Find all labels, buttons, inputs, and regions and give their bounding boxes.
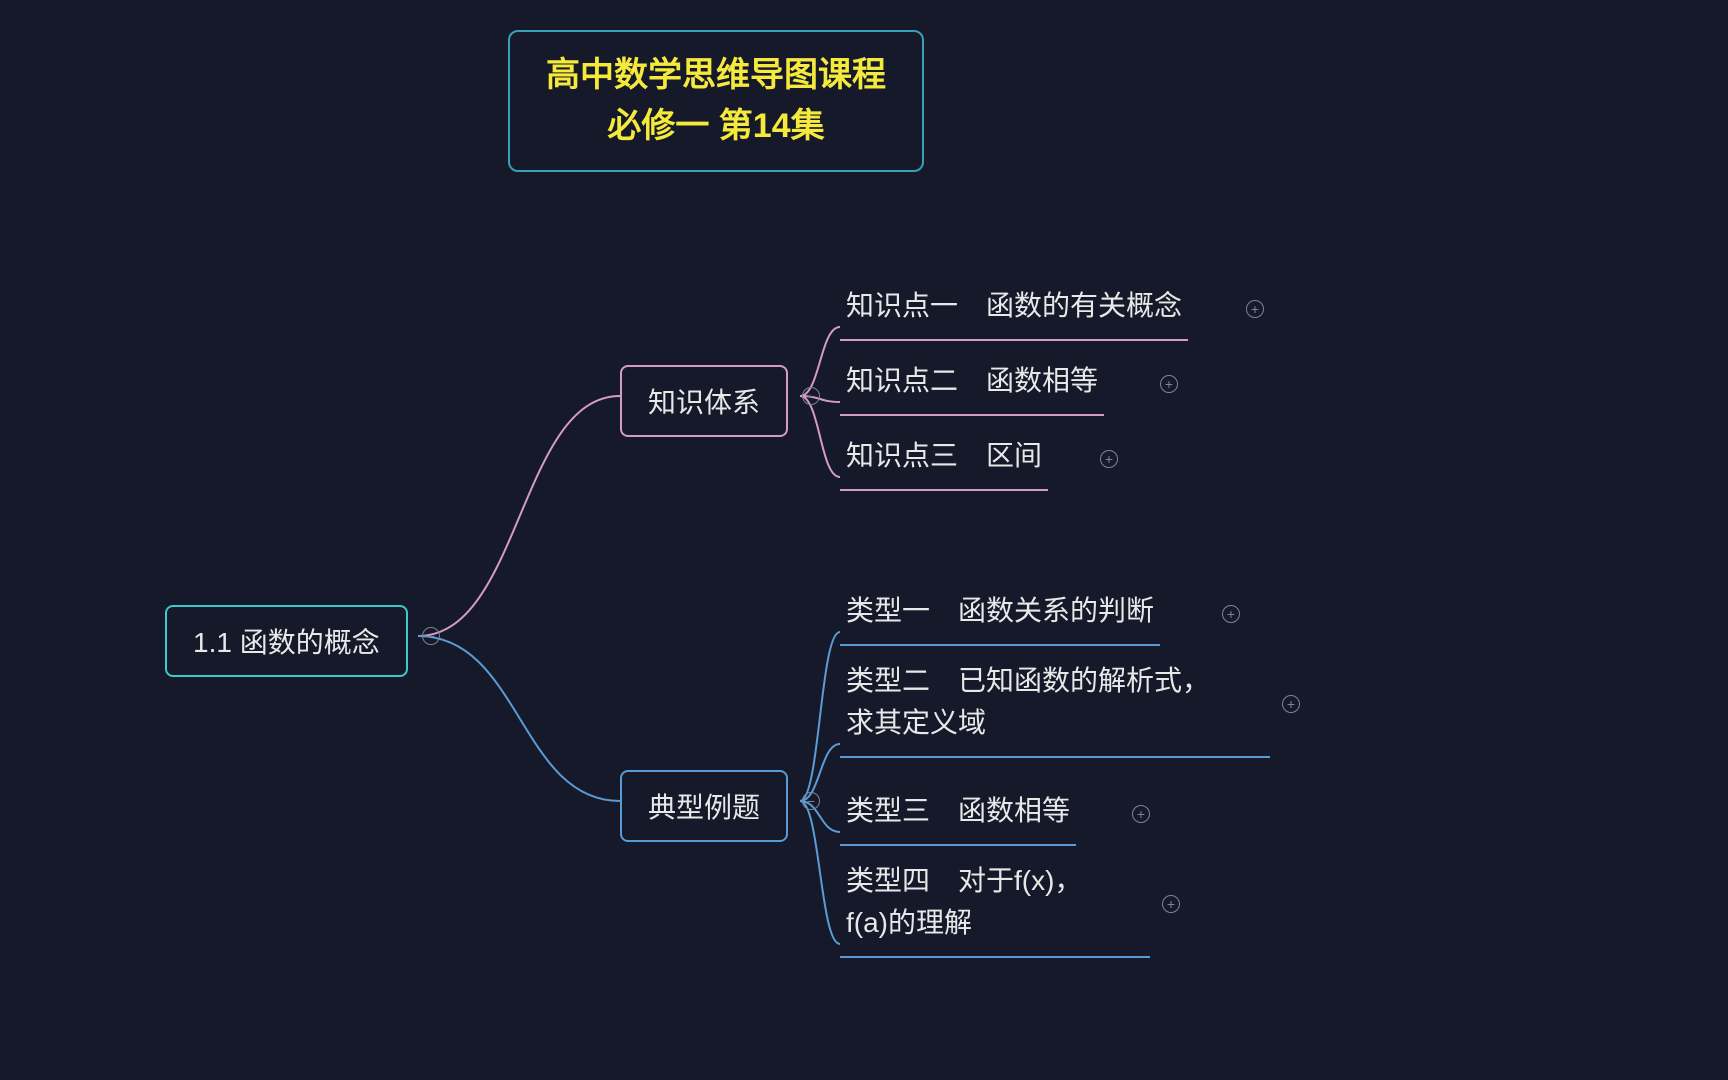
expand-icon[interactable]: + [1162, 895, 1180, 913]
expand-icon[interactable]: + [1222, 605, 1240, 623]
leaf-label: 类型一 函数关系的判断 [846, 595, 1154, 626]
root-node[interactable]: 1.1 函数的概念 [165, 605, 408, 677]
leaf-examples-4[interactable]: 类型四 对于f(x)， f(a)的理解 [840, 860, 1150, 958]
branch-knowledge-label: 知识体系 [648, 387, 760, 418]
leaf-label: 类型二 已知函数的解析式， 求其定义域 [846, 665, 1210, 738]
expand-icon[interactable]: + [1246, 300, 1264, 318]
title-line2: 必修一 第14集 [546, 101, 886, 152]
leaf-label: 知识点一 函数的有关概念 [846, 290, 1182, 321]
leaf-label: 知识点二 函数相等 [846, 365, 1098, 396]
branch-examples[interactable]: 典型例题 [620, 770, 788, 842]
branch-knowledge[interactable]: 知识体系 [620, 365, 788, 437]
title-box: 高中数学思维导图课程 必修一 第14集 [508, 30, 924, 172]
title-line1: 高中数学思维导图课程 [546, 50, 886, 101]
leaf-knowledge-1[interactable]: 知识点一 函数的有关概念 [840, 285, 1188, 341]
leaf-examples-2[interactable]: 类型二 已知函数的解析式， 求其定义域 [840, 660, 1270, 758]
expand-icon[interactable]: + [1160, 375, 1178, 393]
expand-icon[interactable]: + [1100, 450, 1118, 468]
leaf-knowledge-2[interactable]: 知识点二 函数相等 [840, 360, 1104, 416]
leaf-examples-1[interactable]: 类型一 函数关系的判断 [840, 590, 1160, 646]
leaf-label: 类型四 对于f(x)， f(a)的理解 [846, 865, 1082, 938]
expand-icon[interactable]: + [1132, 805, 1150, 823]
branch-examples-label: 典型例题 [648, 792, 760, 823]
collapse-icon[interactable]: − [802, 387, 820, 405]
root-label: 1.1 函数的概念 [193, 627, 380, 658]
leaf-label: 知识点三 区间 [846, 440, 1042, 471]
leaf-examples-3[interactable]: 类型三 函数相等 [840, 790, 1076, 846]
expand-icon[interactable]: + [1282, 695, 1300, 713]
collapse-icon[interactable]: − [422, 627, 440, 645]
leaf-knowledge-3[interactable]: 知识点三 区间 [840, 435, 1048, 491]
collapse-icon[interactable]: − [802, 792, 820, 810]
leaf-label: 类型三 函数相等 [846, 795, 1070, 826]
